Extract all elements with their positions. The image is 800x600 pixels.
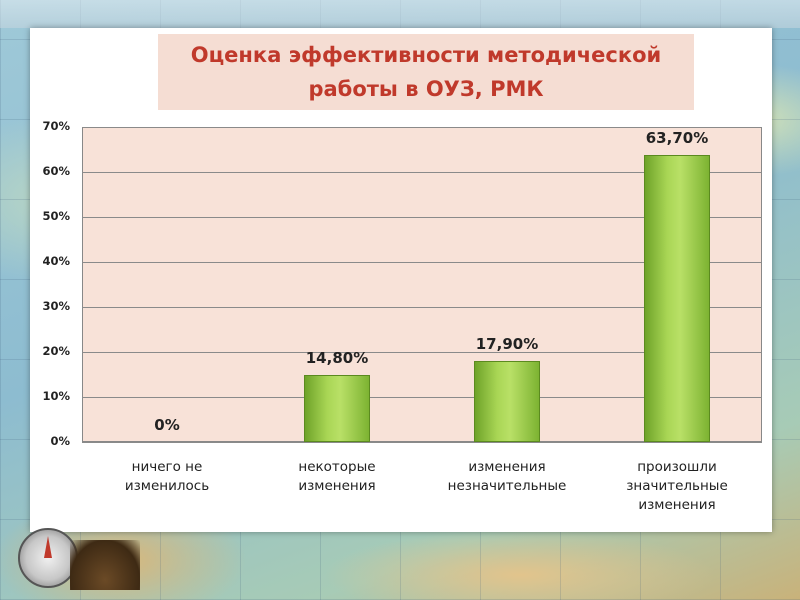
bar [304, 375, 370, 442]
globe-stand-icon [70, 540, 140, 590]
title-box [158, 34, 694, 110]
x-tick-label: ничего не изменилось [87, 458, 247, 496]
gridline [82, 307, 762, 308]
x-tick-label: произошли значительные изменения [597, 458, 757, 515]
bar [644, 155, 710, 442]
x-tick-label-line: некоторые [298, 459, 376, 475]
y-tick-label: 70% [42, 119, 70, 133]
y-tick-label: 30% [42, 299, 70, 313]
gridline [82, 217, 762, 218]
x-tick-label-line: ничего не [131, 459, 203, 475]
x-tick-label-line: изменения [298, 478, 376, 494]
gridline [82, 172, 762, 173]
x-tick-label-line: изменения [468, 459, 546, 475]
data-label: 0% [154, 416, 180, 434]
title-line-1: Оценка эффективности методической [190, 43, 662, 67]
gridline [82, 127, 762, 128]
x-tick-label-line: произошли [637, 459, 717, 475]
compass-icon [18, 528, 78, 588]
title-line-2: работы в ОУЗ, РМК [308, 77, 544, 101]
y-tick-label: 10% [42, 389, 70, 403]
y-tick-label: 60% [42, 164, 70, 178]
x-tick-label-line: изменилось [124, 478, 210, 494]
bar [474, 361, 540, 442]
y-tick-label: 0% [50, 434, 70, 448]
x-tick-label-line: значительные [626, 478, 728, 494]
gridline [82, 352, 762, 353]
gridline [82, 397, 762, 398]
data-label: 14,80% [305, 349, 369, 367]
frame-top-strip [0, 0, 800, 28]
slide-title: Оценка эффективности методической работы… [158, 38, 694, 106]
y-tick-label: 20% [42, 344, 70, 358]
gridline [82, 442, 762, 443]
x-tick-label: изменения незначительные [427, 458, 587, 496]
x-tick-label-line: незначительные [447, 478, 567, 494]
y-tick-label: 40% [42, 254, 70, 268]
x-tick-label: некоторые изменения [257, 458, 417, 496]
y-tick-label: 50% [42, 209, 70, 223]
data-label: 17,90% [475, 335, 539, 353]
gridline [82, 262, 762, 263]
x-tick-label-line: изменения [638, 497, 716, 513]
data-label: 63,70% [645, 129, 709, 147]
